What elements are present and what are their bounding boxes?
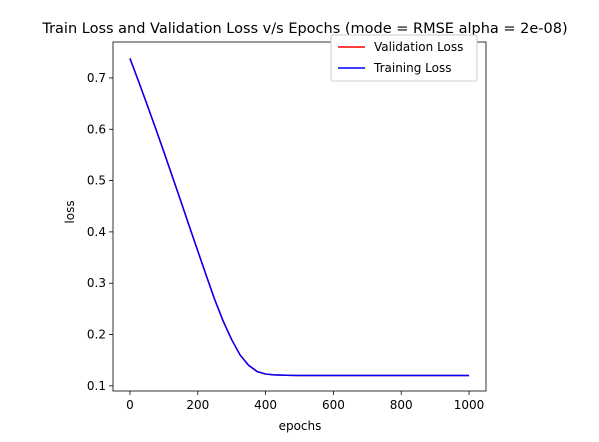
y-tick-label: 0.3: [87, 276, 106, 290]
y-axis-label: loss: [63, 200, 77, 223]
chart-title: Train Loss and Validation Loss v/s Epoch…: [41, 21, 567, 37]
legend: Validation Loss Training Loss: [330, 34, 478, 82]
y-tick-label: 0.1: [87, 379, 106, 393]
x-tick-label: 1000: [454, 398, 485, 412]
series-line-training-loss: [129, 58, 470, 377]
x-tick-label: 600: [322, 398, 345, 412]
y-tick-label: 0.6: [87, 122, 106, 136]
legend-box: [330, 34, 478, 82]
legend-label-validation-loss: Validation Loss: [374, 40, 463, 54]
x-axis-label: epochs: [279, 419, 322, 433]
axes-layer: [112, 41, 487, 392]
x-tick-label: 400: [254, 398, 277, 412]
x-tick-label: 200: [186, 398, 209, 412]
x-tick-label: 800: [390, 398, 413, 412]
y-tick-label: 0.5: [87, 174, 106, 188]
plot-area: 0 200 400 600 800 1000 0.1 0.2 0.3 0.4 0.5 0.6 0.7: [87, 41, 487, 412]
series-layer: [129, 58, 470, 377]
x-tick-label: 0: [126, 398, 134, 412]
y-tick-label: 0.2: [87, 328, 106, 342]
y-tick-label: 0.4: [87, 225, 106, 239]
legend-label-training-loss: Training Loss: [373, 61, 451, 75]
axes-frame: [112, 41, 487, 392]
ticks-layer: 0 200 400 600 800 1000 0.1 0.2 0.3 0.4 0.5 0.6 0.7: [87, 71, 484, 412]
y-tick-label: 0.7: [87, 71, 106, 85]
